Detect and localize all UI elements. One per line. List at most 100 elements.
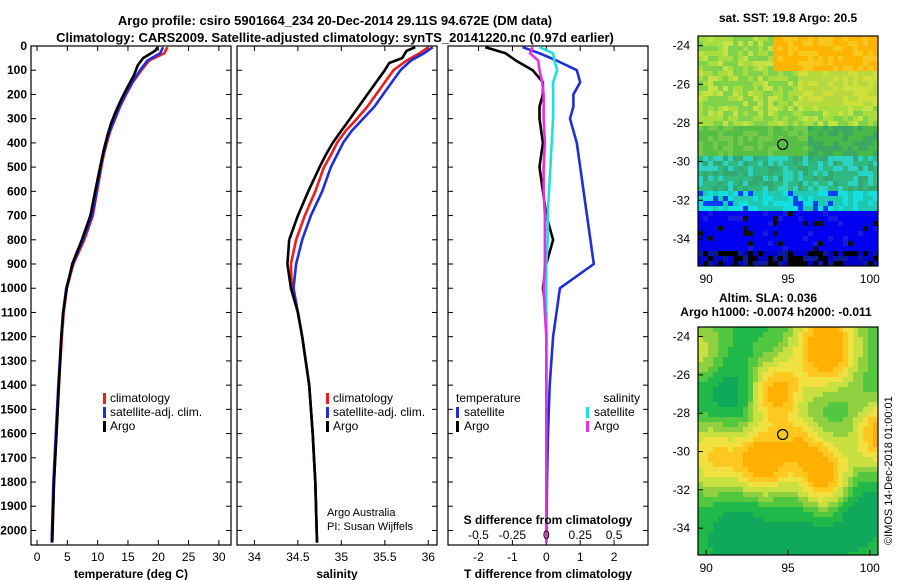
map-cell [853,437,859,443]
map-cell [763,542,769,548]
map-cell [708,392,714,398]
map-cell [723,221,729,227]
map-cell [723,447,729,453]
map-cell [868,352,874,358]
map-cell [823,36,829,42]
map-cell [823,337,829,343]
map-cell [773,41,779,47]
map-cell [828,372,834,378]
map-cell [773,256,779,262]
map-cell [818,332,824,338]
map-cell [858,452,864,458]
map-cell [748,151,754,157]
map-cell [738,432,744,438]
map-cell [723,327,729,333]
map-cell [788,552,794,555]
map-cell [833,522,839,528]
map-cell [758,256,764,262]
map-cell [868,502,874,508]
map-cell [758,106,764,112]
map-cell [808,176,814,182]
map-cell [733,442,739,448]
map-cell [753,156,759,162]
map-cell [773,507,779,513]
map-cell [773,136,779,142]
map-cell [708,327,714,333]
map-cell [713,111,719,117]
map-cell [763,256,769,262]
map-cell [708,106,714,112]
map-cell [773,141,779,147]
map-cell [708,66,714,72]
map-cell [813,116,819,122]
map-cell [843,332,849,338]
map-cell [723,522,729,528]
map-cell [793,211,799,217]
map-cell [873,216,878,222]
legend-label: climatology [110,391,170,405]
map-cell [703,71,709,77]
map-cell [773,372,779,378]
map-cell [778,467,784,473]
map-cell [763,76,769,82]
map-cell [763,106,769,112]
map-cell [818,502,824,508]
map-cell [733,226,739,232]
map-cell [823,452,829,458]
map-cell [833,352,839,358]
map-cell [763,527,769,533]
map-cell [828,161,834,167]
map-cell [758,357,764,363]
map-cell [853,467,859,473]
map-cell [783,437,789,443]
map-cell [788,236,794,242]
map-cell [733,121,739,127]
map-cell [768,51,774,57]
map-cell [738,176,744,182]
map-cell [703,56,709,62]
map-cell [713,437,719,443]
map-cell [783,56,789,62]
map-cell [858,462,864,468]
map-cell [773,332,779,338]
map-cell [748,507,754,513]
map-cell [823,372,829,378]
map-cell [698,111,704,117]
map-cell [828,397,834,403]
map-cell [748,457,754,463]
map-cell [728,377,734,383]
map-cell [838,76,844,82]
map-cell [803,91,809,97]
map-cell [723,261,729,266]
map-cell [708,397,714,403]
map-cell [843,111,849,117]
map-cell [773,552,779,555]
map-cell [873,502,878,508]
salinity-series-group [286,46,434,543]
map-cell [758,552,764,555]
map-cell [808,251,814,257]
map-cell [758,166,764,172]
map-cell [778,517,784,523]
map-cell [788,457,794,463]
map-cell [818,327,824,333]
map-cell [783,216,789,222]
map-cell [788,507,794,513]
map-cell [858,402,864,408]
map-cell [813,462,819,468]
map-cell [713,256,719,262]
map-cell [723,91,729,97]
map-cell [833,116,839,122]
map-cell [728,527,734,533]
map-cell [738,106,744,112]
map-cell [783,347,789,353]
map-cell [723,377,729,383]
map-cell [698,156,704,162]
map-cell [803,36,809,42]
map-cell [723,201,729,207]
map-cell [713,236,719,242]
map-cell [703,397,709,403]
map-cell [818,447,824,453]
map-cell [863,442,869,448]
map-cell [833,357,839,363]
